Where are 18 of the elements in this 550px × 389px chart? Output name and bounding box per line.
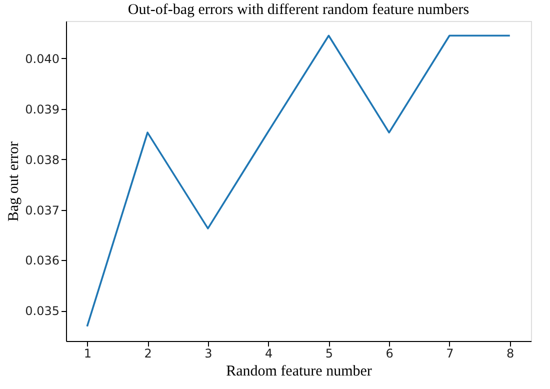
y-tick-label: 0.036 — [25, 254, 60, 268]
x-axis-title: Random feature number — [226, 364, 372, 380]
x-tick-label: 5 — [325, 346, 334, 360]
y-tick-label: 0.040 — [25, 52, 60, 66]
y-tick-label: 0.035 — [25, 304, 60, 318]
y-tick-label: 0.039 — [25, 102, 60, 116]
y-tick-label: 0.037 — [25, 203, 60, 218]
x-tick-label: 1 — [84, 346, 92, 360]
x-tick-label: 4 — [264, 346, 273, 360]
x-tick-label: 8 — [506, 346, 514, 360]
x-tick-label: 2 — [144, 346, 152, 360]
y-tick-label: 0.038 — [25, 152, 60, 167]
x-tick-label: 3 — [204, 346, 212, 360]
x-tick-label: 7 — [446, 346, 454, 360]
line-series — [86, 34, 511, 328]
x-tick-label: 6 — [386, 346, 394, 360]
chart-title: Out-of-bag errors with different random feature numbers — [128, 2, 470, 18]
y-axis-title: Bag out error — [6, 142, 22, 222]
